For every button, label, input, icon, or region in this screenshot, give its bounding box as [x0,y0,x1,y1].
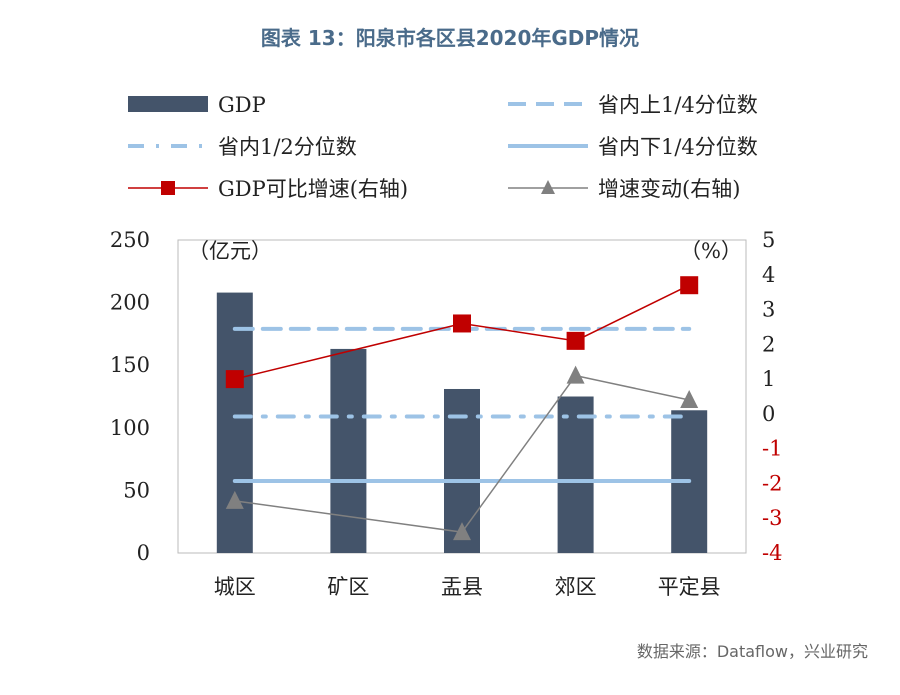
right-tick-label: 3 [762,298,775,322]
change-marker [453,522,471,541]
category-label: 盂县 [441,575,483,599]
category-label: 城区 [214,575,256,599]
right-tick-label: 0 [762,402,775,426]
chart-title: 图表 13：阳泉市各区县2020年GDP情况 [260,26,640,50]
left-unit-label: （亿元） [188,239,272,263]
legend-label: 增速变动(右轴) [598,177,740,201]
bar-gdp [557,396,594,553]
right-tick-label: -1 [762,437,782,461]
series-line [234,284,690,380]
left-tick-label: 100 [110,416,150,440]
legend-label: GDP可比增速(右轴) [218,177,408,201]
right-unit-label: （%） [680,239,742,263]
legend-label: 省内上1/4分位数 [598,93,758,117]
category-label: 矿区 [327,575,369,599]
right-tick-label: -4 [762,541,782,565]
bar-gdp [330,348,367,553]
left-tick-label: 200 [110,291,150,315]
right-tick-label: 4 [762,263,775,287]
legend-marker [161,181,175,195]
left-tick-label: 50 [123,478,150,502]
series-line [234,374,690,533]
right-tick-label: 5 [762,228,775,252]
legend-label: GDP [218,93,266,117]
right-tick-label: 2 [762,332,775,356]
legend-marker [541,180,555,194]
legend-label: 省内下1/4分位数 [598,135,758,159]
left-tick-label: 0 [137,541,150,565]
change-marker [680,389,699,408]
growth-marker [680,276,699,295]
source-note: 数据来源：Dataflow，兴业研究 [636,642,868,661]
legend-label: 省内1/2分位数 [218,135,357,159]
category-label: 郊区 [555,575,597,599]
growth-marker [453,314,471,333]
growth-marker [225,370,244,389]
left-tick-label: 150 [110,353,150,377]
right-tick-label: -3 [762,506,782,530]
bar-gdp [216,292,253,553]
change-marker [225,490,244,509]
change-marker [566,365,585,384]
growth-marker [566,331,585,350]
right-tick-label: 1 [762,367,775,391]
category-label: 平定县 [658,575,721,599]
legend-swatch [128,96,208,112]
left-tick-label: 250 [110,228,150,252]
right-tick-label: -2 [762,471,782,495]
